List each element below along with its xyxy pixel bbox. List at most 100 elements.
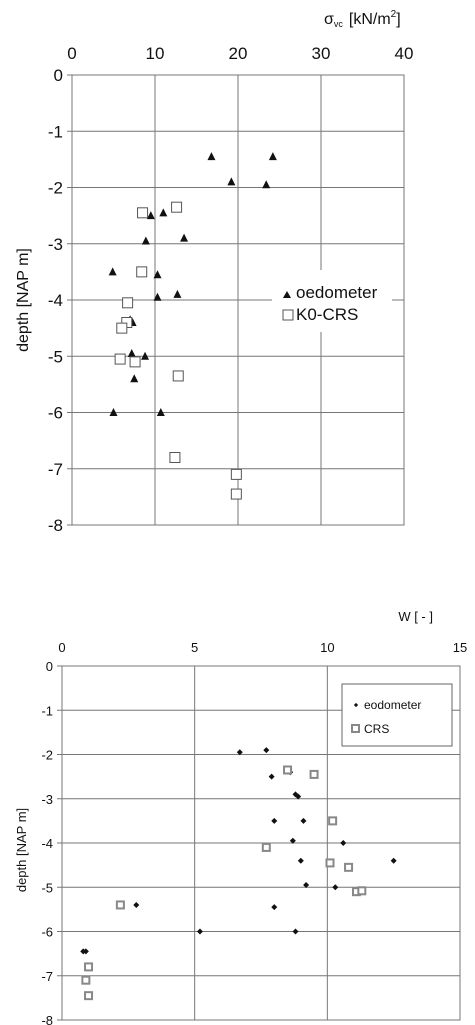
x-tick-label: 10 — [320, 640, 334, 655]
grid-1 — [67, 74, 405, 526]
y-tick-label: -2 — [48, 179, 63, 198]
data-point-k0crs — [230, 488, 242, 500]
data-point-crs — [84, 991, 94, 1001]
y-tick-label: -7 — [48, 460, 63, 479]
data-point-oedometer — [156, 408, 165, 416]
data-point-oedometer — [268, 152, 277, 161]
data-point-eodometer — [271, 817, 278, 824]
x-axis-label-2: W [ - ] — [398, 609, 433, 624]
data-point-crs — [84, 962, 94, 972]
legend-2 — [341, 683, 453, 747]
data-point-eodometer — [196, 928, 203, 935]
chart-water-content: 0 5 10 15 0 -1 -2 -3 -4 -5 -6 -7 -8 W [ - ] depth [… — [14, 609, 467, 1025]
x-tick-label: 10 — [146, 44, 165, 63]
points-1 — [108, 152, 277, 500]
data-point-eodometer — [332, 884, 339, 891]
y-tick-label: -3 — [41, 792, 53, 807]
data-point-k0crs — [129, 356, 141, 368]
data-point-eodometer — [271, 904, 278, 911]
legend-marker-k0crs — [282, 309, 294, 321]
chart-oedometer-stress: 0 10 20 30 40 0 -1 -2 -3 -4 -5 -6 -7 -8 σvc [kN/m2] d… — [15, 9, 413, 535]
data-point-eodometer — [82, 948, 89, 955]
data-point-oedometer — [159, 208, 168, 217]
data-point-k0crs — [169, 452, 181, 463]
data-point-oedometer — [180, 233, 189, 242]
data-point-oedometer — [207, 152, 216, 161]
y-axis-label-1: depth [NAP m] — [15, 248, 32, 352]
x-tick-label: 0 — [58, 640, 65, 655]
x-tick-label: 40 — [395, 44, 414, 63]
y-tick-label: -1 — [48, 122, 63, 141]
data-point-eodometer — [133, 901, 140, 908]
data-point-crs — [325, 858, 335, 868]
y-tick-label: -6 — [41, 925, 53, 940]
y-tick-label: -8 — [48, 516, 63, 535]
legend-marker-oedometer — [283, 291, 291, 298]
data-point-eodometer — [297, 857, 304, 864]
y-tick-label: -4 — [41, 836, 53, 851]
x-axis-label-1: σvc [kN/m2] — [324, 9, 401, 29]
x-ticks-2: 0 5 10 15 — [58, 640, 467, 655]
data-point-oedometer — [108, 267, 117, 276]
data-point-crs — [344, 862, 354, 872]
data-point-eodometer — [292, 928, 299, 935]
x-tick-label: 30 — [312, 44, 331, 63]
y-tick-label: -1 — [41, 703, 53, 718]
data-point-crs — [357, 886, 367, 896]
data-point-k0crs — [122, 297, 134, 309]
legend-label-eodometer: eodometer — [364, 698, 421, 712]
legend-label-oedometer: oedometer — [296, 283, 378, 302]
data-point-k0crs — [114, 353, 126, 365]
data-point-eodometer — [303, 882, 310, 889]
data-point-oedometer — [141, 351, 150, 360]
legend-label-k0crs: K0-CRS — [296, 305, 358, 324]
data-point-k0crs — [116, 322, 128, 334]
legend-1 — [272, 270, 392, 332]
data-point-eodometer — [340, 840, 347, 846]
data-point-oedometer — [141, 236, 150, 245]
data-point-crs — [115, 900, 125, 910]
data-point-eodometer — [236, 749, 243, 756]
y-axis-label-2: depth [NAP m] — [14, 808, 29, 892]
legend-label-crs: CRS — [364, 722, 389, 736]
data-point-oedometer — [173, 289, 182, 298]
data-point-crs — [261, 842, 271, 852]
data-point-k0crs — [137, 207, 149, 219]
data-point-oedometer — [153, 270, 162, 279]
data-point-k0crs — [136, 266, 148, 278]
data-point-oedometer — [146, 211, 155, 220]
y-tick-label: -6 — [48, 404, 63, 423]
grid-2 — [57, 665, 461, 1021]
data-point-crs — [309, 769, 319, 779]
data-point-eodometer — [263, 747, 270, 754]
data-point-oedometer — [109, 408, 118, 416]
y-tick-label: -3 — [48, 235, 63, 254]
data-point-eodometer — [295, 793, 302, 800]
data-point-eodometer — [268, 773, 275, 780]
data-point-eodometer — [390, 857, 397, 864]
data-point-oedometer — [127, 348, 136, 357]
data-point-crs — [81, 975, 91, 985]
x-tick-label: 0 — [67, 44, 76, 63]
y-tick-label: 0 — [46, 659, 53, 674]
y-ticks-2: 0 -1 -2 -3 -4 -5 -6 -7 -8 — [41, 659, 53, 1025]
x-tick-label: 20 — [229, 44, 248, 63]
y-ticks-1: 0 -1 -2 -3 -4 -5 -6 -7 -8 — [48, 66, 63, 535]
y-tick-label: -4 — [48, 291, 63, 310]
data-point-eodometer — [289, 837, 296, 844]
data-point-oedometer — [130, 374, 139, 383]
data-point-oedometer — [262, 180, 271, 189]
y-tick-label: -8 — [41, 1013, 53, 1025]
data-point-eodometer — [300, 817, 307, 824]
y-tick-label: -5 — [48, 347, 63, 366]
data-point-k0crs — [172, 370, 184, 382]
points-2 — [80, 747, 397, 1001]
y-tick-label: -2 — [41, 748, 53, 763]
x-ticks-1: 0 10 20 30 40 — [67, 44, 413, 63]
x-tick-label: 15 — [453, 640, 467, 655]
data-point-crs — [328, 816, 338, 826]
data-point-oedometer — [153, 292, 162, 301]
x-tick-label: 5 — [191, 640, 198, 655]
data-point-k0crs — [171, 201, 183, 213]
